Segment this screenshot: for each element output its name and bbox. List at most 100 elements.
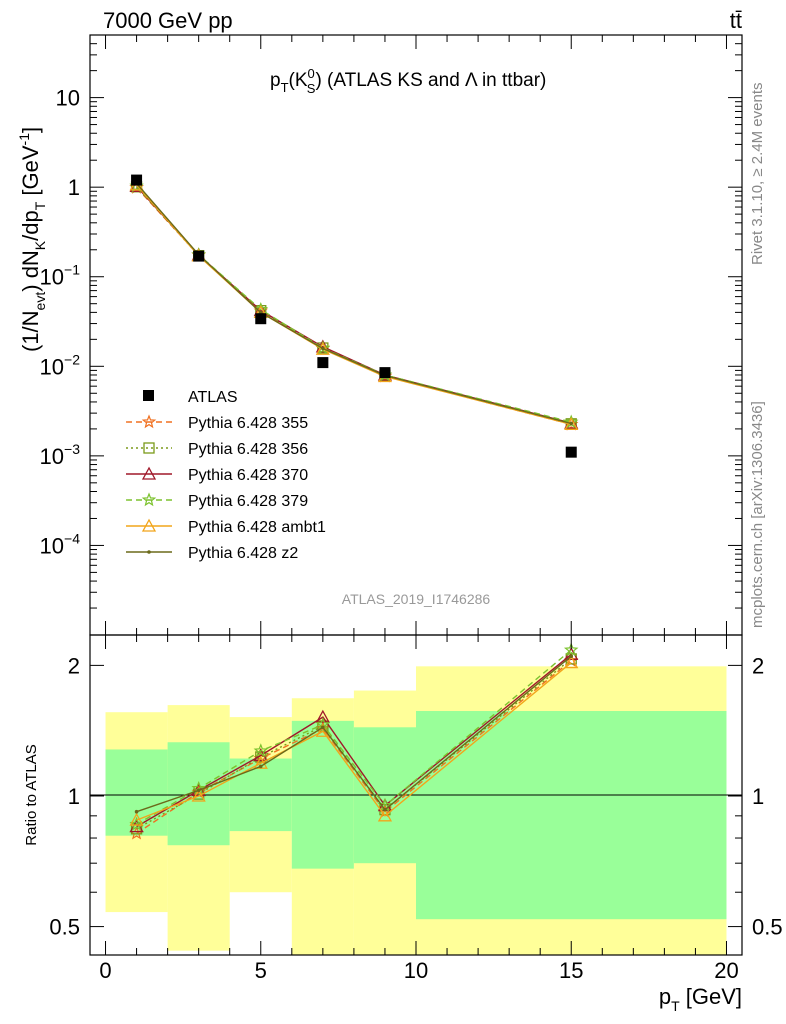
ylabel-c: /dp: [18, 210, 43, 241]
ylabel-evt: evt: [32, 292, 48, 311]
ratio-series-marker: [258, 764, 263, 769]
legend-label: Pythia 6.428 ambt1: [188, 519, 326, 536]
main-y-axis-label: (1/Nevt) dNK/dpT [GeV-1]: [16, 127, 48, 352]
ratio-series-marker: [563, 642, 579, 657]
ratio-series-marker: [383, 807, 387, 812]
legend-marker-atlas: [143, 390, 154, 401]
y-tick-base: 1: [68, 175, 80, 200]
legend-marker: [141, 518, 157, 532]
main-series-marker: [564, 416, 579, 430]
ratio-y-tick-label-left: 1: [68, 784, 80, 809]
legend-label: Pythia 6.428 z2: [188, 545, 298, 562]
ratio-series-marker: [134, 809, 139, 814]
ratio-series-marker: [196, 788, 201, 793]
x-tick-label: 10: [404, 958, 428, 983]
ylabel-a: (1/N: [18, 310, 43, 352]
ylabel-K: K: [32, 240, 48, 250]
main-series-line: [136, 187, 572, 425]
main-series-marker: [569, 421, 574, 426]
legend-label-atlas: ATLAS: [188, 389, 238, 406]
mcplots-label: mcplots.cern.ch [arXiv:1306.3436]: [749, 401, 766, 628]
main-series: [129, 177, 579, 431]
y-tick-label: 1: [68, 175, 80, 200]
ratio-y-tick-label-right: 0.5: [752, 915, 783, 940]
ratio-series-marker: [377, 808, 393, 822]
ratio-series-line: [136, 660, 572, 834]
chart-title-rest: (ATLAS KS and Λ in ttbar): [322, 70, 547, 91]
legend-marker: [143, 442, 155, 454]
legend-marker: [147, 550, 151, 554]
atlas-data-point: [193, 250, 205, 262]
ylabel-exp: -1: [16, 133, 32, 146]
ratio-series-marker: [564, 655, 579, 669]
ratio-panel: 0.5 0.51 12 20 5 10 15 20 Ratio to ATLAS pT [Ge…: [23, 634, 783, 1014]
y-tick-base: 10: [40, 533, 64, 558]
ylabel-e: ]: [18, 127, 43, 133]
main-series-line: [136, 185, 572, 423]
y-tick-base: 10: [40, 354, 64, 379]
legend: ATLAS Pythia 6.428 355 Pythia 6.428 356 Pyt…: [126, 389, 326, 562]
legend-label: Pythia 6.428 370: [188, 467, 308, 484]
y-tick-exponent: −2: [64, 351, 80, 367]
header-left: 7000 GeV pp: [103, 8, 233, 33]
ratio-series-marker: [321, 725, 325, 730]
chart-title-p: p: [270, 70, 281, 91]
y-tick-base: 10: [40, 265, 64, 290]
legend-label: Pythia 6.428 379: [188, 493, 308, 510]
chart-title-sub: S: [307, 81, 316, 96]
legend-marker: [141, 414, 157, 429]
xlabel-rest: [GeV]: [680, 984, 742, 1009]
y-tick-label: 10−4: [40, 530, 81, 558]
ratio-y-tick-label-left: 0.5: [49, 915, 80, 940]
ratio-series-line: [136, 655, 572, 813]
atlas-data-point: [565, 446, 577, 458]
legend-marker: [141, 466, 157, 480]
x-tick-label: 5: [255, 958, 267, 983]
ylabel-T: T: [32, 201, 48, 210]
chart-title-sup: 0: [308, 66, 315, 81]
ratio-y-tick-label-right: 2: [752, 653, 764, 678]
x-axis-label: pT [GeV]: [659, 984, 742, 1014]
ratio-series: [129, 642, 579, 840]
x-tick-label: 15: [559, 958, 583, 983]
y-tick-exponent: −3: [64, 441, 80, 457]
y-tick-label: 10−2: [40, 351, 81, 379]
ylabel-d: [GeV: [18, 145, 43, 202]
y-tick-label: 10: [56, 86, 80, 111]
ratio-y-tick-label-right: 1: [752, 784, 764, 809]
xlabel-p: p: [659, 984, 671, 1009]
rivet-version-label: Rivet 3.1.10, ≥ 2.4M events: [749, 82, 766, 266]
y-tick-base: 10: [56, 86, 80, 111]
ratio-series-marker: [569, 654, 574, 658]
ratio-series-marker: [191, 788, 206, 802]
main-series-line: [136, 185, 572, 424]
chart-title-close: ): [315, 70, 321, 91]
atlas-data-point: [317, 357, 329, 369]
x-tick-label: 20: [714, 958, 738, 983]
ratio-series-marker: [315, 709, 330, 723]
y-tick-exponent: −1: [64, 262, 80, 278]
legend-marker: [141, 492, 157, 507]
y-tick-exponent: −4: [64, 530, 80, 546]
ratio-series-marker: [129, 812, 144, 826]
y-tick-label: 10−3: [40, 441, 81, 469]
ratio-band-green: [105, 749, 168, 836]
header-right: tt̄: [730, 8, 742, 33]
chart-title-T: T: [281, 80, 289, 95]
chart-title-open: (K: [289, 70, 308, 91]
ratio-uncertainty-bands: [105, 666, 727, 955]
ratio-band-green: [416, 710, 727, 920]
legend-label: Pythia 6.428 356: [188, 441, 308, 458]
ratio-series-marker: [253, 743, 269, 758]
ylabel-b: ) dN: [18, 250, 43, 292]
chart-title: pT(K0 S) (ATLAS KS and Λ in ttbar): [270, 66, 546, 96]
main-data-points: [131, 174, 577, 458]
main-series-marker: [321, 346, 325, 351]
ratio-series-marker: [255, 751, 267, 763]
legend-label: Pythia 6.428 355: [188, 415, 308, 432]
x-tick-label: 0: [99, 958, 111, 983]
ratio-series-marker: [253, 755, 268, 769]
